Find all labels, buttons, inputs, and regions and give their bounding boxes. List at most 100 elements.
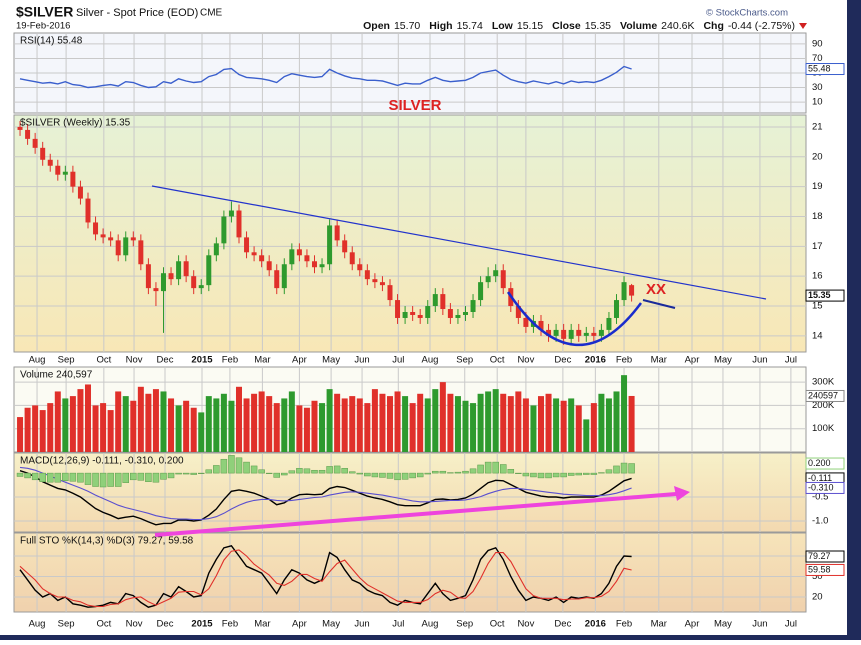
x-tick-label: Oct [490,619,505,630]
value-label: -0.310 [808,482,834,492]
panel-title: RSI(14) 55.48 [20,36,83,47]
histogram-bar [515,472,522,474]
histogram-bar [243,461,250,474]
candle-body [32,138,38,148]
x-tick-label: Sep [456,619,473,630]
x-tick-label: Apr [685,355,700,366]
value-box [805,457,845,470]
candle-body [342,240,348,253]
volume-bar [439,382,446,452]
volume-bar [409,403,416,452]
candle-body [47,159,53,166]
x-tick-label: 2015 [191,619,213,630]
histogram-bar [175,472,182,475]
volume-bar [77,389,84,452]
x-tick-label: Apr [685,619,700,630]
volume-bar [432,389,439,452]
candle-body [259,255,265,262]
x-tick-label: Mar [651,619,667,630]
y-tick-label: 14 [812,330,823,341]
volume-bar [568,398,575,452]
volume-bar [220,393,227,452]
candle-body [153,288,159,292]
indicator-line [19,466,632,521]
histogram-bar [424,472,431,475]
volume-bar [628,395,635,452]
annotation: SILVER [388,97,441,114]
x-tick-label: Aug [29,355,46,366]
histogram-bar [583,472,590,475]
volume-bar [621,375,628,452]
candle-body [236,210,242,238]
candle-body [591,332,597,336]
histogram-bar [341,468,348,474]
volume-bar [39,410,46,452]
quote-label: Close [552,20,581,32]
indicator-line [19,545,632,608]
x-tick-label: Mar [254,355,270,366]
candle-body [251,252,257,256]
histogram-bar [432,470,439,474]
volume-bar [477,393,484,452]
volume-bar [470,403,477,452]
volume-bar [145,393,152,452]
candle-body [77,186,83,199]
histogram-bar [235,457,243,474]
histogram-bar [46,472,54,483]
y-tick-label: 15 [812,301,823,312]
volume-bar [32,405,39,452]
y-tick-label: 20 [812,151,823,162]
y-tick-label: -0.5 [812,492,828,503]
histogram-bar [598,472,605,474]
histogram-bar [605,469,613,474]
histogram-bar [333,465,341,474]
x-tick-label: Oct [96,355,111,366]
volume-bar [417,393,424,452]
volume-bar [288,391,295,452]
y-tick-label: 70 [812,53,823,64]
histogram-bar [99,472,107,488]
histogram-bar [537,472,545,479]
histogram-bar [364,472,371,477]
volume-bar [213,398,220,452]
volume-bar [84,384,91,452]
volume-bar [326,389,333,452]
volume-bar [394,391,401,452]
histogram-bar [530,472,537,478]
histogram-bar [326,466,333,474]
x-tick-label: Jun [354,619,369,630]
candle-body [364,270,370,280]
candle-body [55,165,61,175]
histogram-bar [265,472,273,474]
value-label: 240597 [808,390,838,400]
value-label: 59.58 [808,564,831,574]
instrument-name: Silver - Spot Price (EOD) [76,7,198,19]
histogram-bar [137,472,145,481]
histogram-bar [130,472,137,481]
quote-value: 15.15 [517,20,543,32]
candle-body [138,240,144,265]
candle-body [160,273,166,292]
volume-bar [235,386,242,452]
candle-body [598,329,604,336]
volume-bar [454,396,461,452]
histogram-bar [77,472,84,483]
exchange: CME [200,8,223,19]
candle-body [221,216,227,244]
x-tick-label: Dec [554,355,571,366]
volume-bar [560,400,567,452]
candle-body [613,300,619,318]
histogram-bar [484,461,492,474]
candle-body [62,171,68,175]
value-label: 55.48 [808,63,831,73]
candle-body [402,312,408,318]
volume-bar [349,396,356,452]
volume-bar [296,405,303,452]
candle-body [123,237,129,256]
x-tick-label: May [714,619,732,630]
candle-body [417,314,423,318]
x-tick-label: Sep [456,355,473,366]
volume-bar [356,398,363,452]
y-tick-label: 21 [812,121,823,132]
volume-bar [168,398,175,452]
